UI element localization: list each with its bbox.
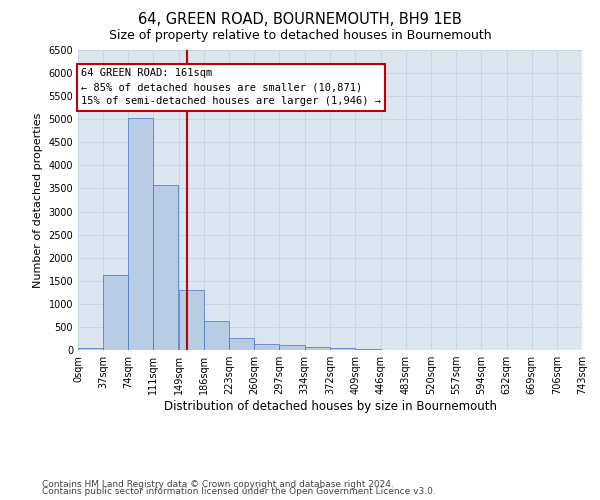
Text: Contains HM Land Registry data © Crown copyright and database right 2024.: Contains HM Land Registry data © Crown c… [42, 480, 394, 489]
Text: 64 GREEN ROAD: 161sqm
← 85% of detached houses are smaller (10,871)
15% of semi-: 64 GREEN ROAD: 161sqm ← 85% of detached … [81, 68, 381, 106]
Bar [179, 290, 204, 350]
Text: Contains public sector information licensed under the Open Government Licence v3: Contains public sector information licen… [42, 487, 436, 496]
Bar [204, 322, 229, 350]
Text: Size of property relative to detached houses in Bournemouth: Size of property relative to detached ho… [109, 28, 491, 42]
Bar [305, 347, 329, 350]
Bar [355, 349, 380, 350]
Bar [153, 185, 178, 350]
X-axis label: Distribution of detached houses by size in Bournemouth: Distribution of detached houses by size … [163, 400, 497, 413]
Y-axis label: Number of detached properties: Number of detached properties [33, 112, 43, 288]
Bar [331, 348, 355, 350]
Bar [103, 275, 128, 350]
Bar [229, 338, 254, 350]
Bar [128, 118, 153, 350]
Bar [280, 346, 305, 350]
Bar [254, 344, 280, 350]
Bar [78, 348, 103, 350]
Text: 64, GREEN ROAD, BOURNEMOUTH, BH9 1EB: 64, GREEN ROAD, BOURNEMOUTH, BH9 1EB [138, 12, 462, 28]
